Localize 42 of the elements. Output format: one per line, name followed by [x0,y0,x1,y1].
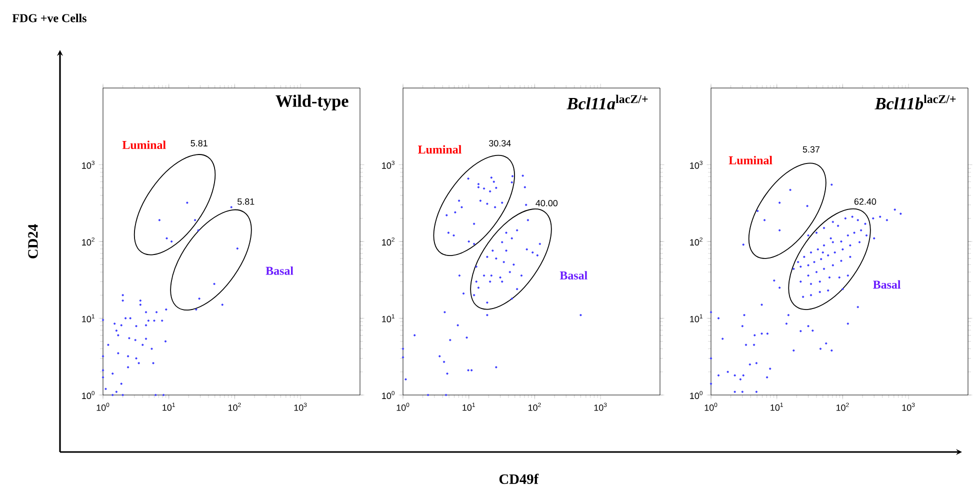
annotation: Luminal [122,140,166,150]
annotation: 5.37 [802,146,820,153]
chart-title: Wild-type [276,94,348,110]
y-tick-label: 10$^{2}$ [690,237,702,246]
y-tick-label: 10$^{1}$ [82,314,94,322]
y-tick-label: 10$^{2}$ [382,237,394,246]
x-axis-title: CD49f [499,474,539,484]
x-tick-label: 10$^{1}$ [162,402,175,411]
y-tick-label: 10$^{1}$ [382,314,394,322]
y-tick-label: 10$^{0}$ [382,390,395,400]
annotation: Luminal [418,145,462,154]
annotation: Basal [266,266,294,275]
x-tick-label: 10$^{3}$ [594,402,607,411]
x-tick-label: 10$^{2}$ [836,402,849,411]
y-tick-label: 10$^{3}$ [382,160,394,169]
x-tick-label: 10$^{1}$ [462,402,475,411]
y-tick-label: 10$^{3}$ [690,160,702,169]
annotation: 5.81 [238,198,254,205]
x-tick-label: 10$^{2}$ [528,402,541,411]
chart-title: Bcl11a$^{lacZ/+}$ [566,94,648,110]
annotation: Luminal [728,156,772,164]
y-tick-label: 10$^{1}$ [690,314,702,322]
annotation: 30.34 [489,140,511,146]
y-tick-label: 10$^{0}$ [82,390,95,400]
x-tick-label: 10$^{1}$ [770,402,783,411]
annotation: Basal [560,271,588,280]
x-tick-label: 10$^{0}$ [396,402,410,411]
x-tick-label: 10$^{3}$ [902,402,915,411]
chart-title: Bcl11b$^{lacZ/+}$ [874,94,956,110]
annotation: Basal [873,280,901,289]
annotation: 62.40 [854,198,876,205]
annotation: 40.00 [536,200,558,206]
y-tick-label: 10$^{0}$ [690,390,703,400]
x-tick-label: 10$^{0}$ [96,402,110,411]
x-tick-label: 10$^{3}$ [294,402,307,411]
x-tick-label: 10$^{2}$ [228,402,241,411]
x-tick-label: 10$^{0}$ [704,402,718,411]
annotation: 5.81 [190,140,208,146]
text: FDG +ve Cells [12,14,86,22]
y-tick-label: 10$^{2}$ [82,237,94,246]
y-axis-title: CD24 [28,224,38,258]
y-tick-label: 10$^{3}$ [82,160,94,169]
